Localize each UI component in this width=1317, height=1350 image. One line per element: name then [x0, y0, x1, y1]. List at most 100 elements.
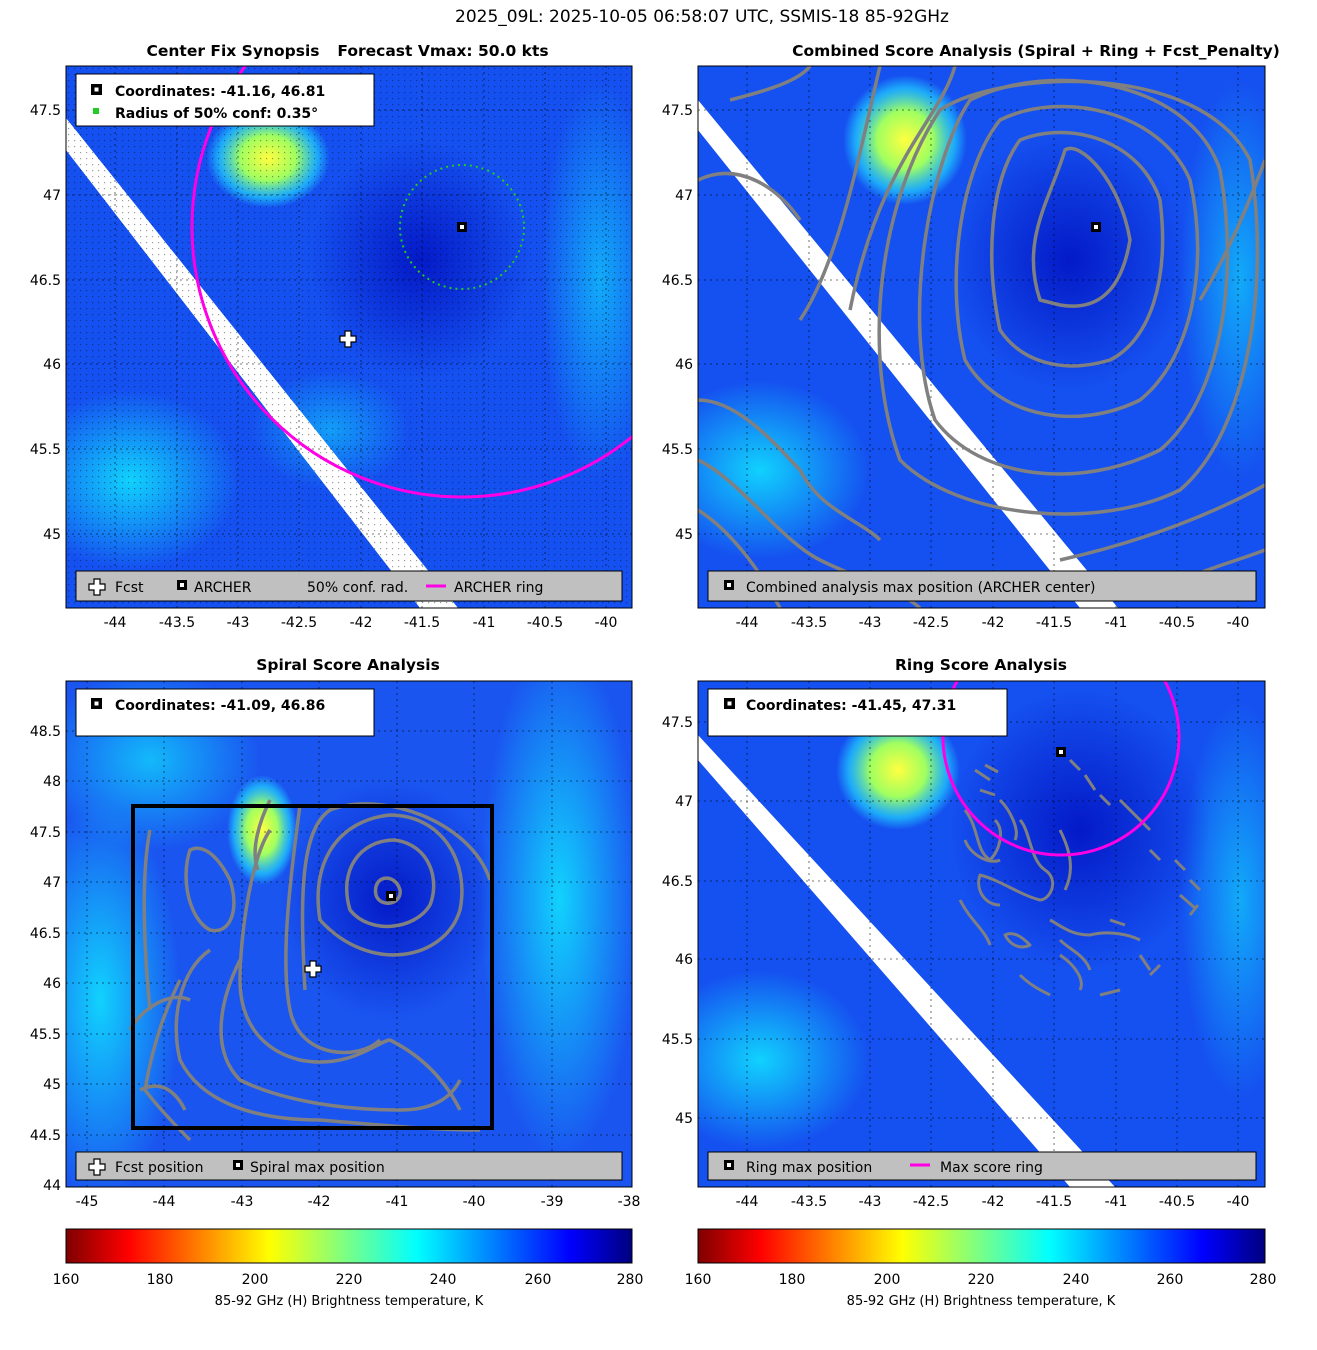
x-tick-label: -41.5	[1036, 615, 1072, 631]
max-score-ring	[941, 681, 1181, 857]
y-tick-label: 47.5	[30, 825, 61, 841]
y-tick-label: 46	[43, 976, 61, 992]
y-tick-label: 44	[43, 1178, 61, 1194]
y-tick-label: 47	[675, 188, 693, 204]
y-tick-label: 45	[675, 1111, 693, 1127]
confidence-radius-circle	[399, 164, 525, 290]
colorbar-left-label: 85-92 GHz (H) Brightness temperature, K	[215, 1294, 484, 1309]
archer-center-marker	[457, 222, 467, 232]
panel4-axes-frame	[697, 680, 1266, 1188]
x-tick-label: -42.5	[913, 1194, 949, 1210]
combined-max-marker	[1091, 222, 1101, 232]
combined-score-contours	[698, 66, 1265, 608]
x-tick-label: -41	[1105, 615, 1128, 631]
panel4-title: Ring Score Analysis	[895, 656, 1067, 674]
x-tick-label: -43	[859, 1194, 882, 1210]
legend-spiral-max: Spiral max position	[250, 1160, 385, 1176]
figure-title: 2025_09L: 2025-10-05 06:58:07 UTC, SSMIS…	[455, 7, 949, 27]
colorbar-right: 160 180 200 220 240 260 280 85-92 GHz (H…	[685, 1228, 1276, 1309]
y-tick-label: 46.5	[30, 273, 61, 289]
x-tick-label: -41.5	[404, 615, 440, 631]
y-tick-label: 46	[675, 357, 693, 373]
x-tick-label: -44	[104, 615, 127, 631]
colorbar-tick-label: 240	[1063, 1272, 1090, 1288]
x-tick-label: -40	[1227, 615, 1250, 631]
panel4-info-box: Coordinates: -41.45, 47.31	[707, 688, 1008, 737]
panel1-info-box: Coordinates: -41.16, 46.81 Radius of 50%…	[75, 73, 375, 127]
panel3-y-ticks: 48.5 48 47.5 47 46.5 46 45.5 45 44.5 44	[30, 724, 61, 1194]
colorbar-tick-label: 200	[242, 1272, 269, 1288]
panel1-legend: Fcst ARCHER 50% conf. rad. ARCHER ring	[75, 570, 623, 602]
y-tick-label: 45	[43, 527, 61, 543]
colorbar-tick-label: 200	[874, 1272, 901, 1288]
colorbar-tick-label: 260	[525, 1272, 552, 1288]
panel4-warm-region	[836, 710, 960, 830]
y-tick-label: 45.5	[662, 1032, 693, 1048]
x-tick-label: -39	[541, 1194, 564, 1210]
colorbar-tick-label: 260	[1157, 1272, 1184, 1288]
y-tick-label: 46	[675, 952, 693, 968]
panel1-title-left: Center Fix Synopsis	[147, 42, 320, 60]
legend-max-score-ring: Max score ring	[940, 1160, 1043, 1176]
x-tick-label: -43	[859, 615, 882, 631]
legend-archer: ARCHER	[194, 580, 252, 596]
x-tick-label: -40.5	[1159, 615, 1195, 631]
panel-ring-score-analysis: Ring Score Analysis	[662, 656, 1266, 1210]
legend-ring-max: Ring max position	[746, 1160, 872, 1176]
colorbar-tick-label: 160	[53, 1272, 80, 1288]
x-tick-label: -43.5	[791, 615, 827, 631]
x-tick-label: -40.5	[1159, 1194, 1195, 1210]
panel3-axes-frame	[65, 680, 633, 1188]
colorbar-right-label: 85-92 GHz (H) Brightness temperature, K	[847, 1294, 1116, 1309]
y-tick-label: 44.5	[30, 1128, 61, 1144]
legend-fcst: Fcst	[115, 580, 144, 596]
y-tick-label: 46.5	[662, 874, 693, 890]
panel2-legend: Combined analysis max position (ARCHER c…	[707, 570, 1257, 602]
panel4-legend: Ring max position Max score ring	[707, 1151, 1257, 1181]
ring-max-marker	[1056, 747, 1066, 757]
x-tick-label: -41.5	[1036, 1194, 1072, 1210]
panel4-x-ticks: -44 -43.5 -43 -42.5 -42 -41.5 -41 -40.5 …	[736, 1194, 1250, 1210]
x-tick-label: -43.5	[791, 1194, 827, 1210]
panel4-cold-core	[950, 690, 1210, 970]
colorbar-right-gradient	[697, 1228, 1266, 1264]
colorbar-left-gradient	[65, 1228, 633, 1264]
panel2-cool-region	[698, 380, 870, 560]
x-tick-label: -40	[463, 1194, 486, 1210]
panel-center-fix-synopsis: Center Fix Synopsis Forecast Vmax: 50.0 …	[30, 42, 633, 631]
x-tick-label: -45	[76, 1194, 99, 1210]
colorbar-left: 160 180 200 220 240 260 280 85-92 GHz (H…	[53, 1228, 643, 1309]
x-tick-label: -44	[153, 1194, 176, 1210]
panel3-cool-region	[480, 681, 632, 1160]
colorbar-tick-label: 160	[685, 1272, 712, 1288]
y-tick-label: 47.5	[30, 103, 61, 119]
y-tick-label: 47	[675, 794, 693, 810]
y-tick-label: 45	[43, 1077, 61, 1093]
panel4-y-ticks: 47.5 47 46.5 46 45.5 45	[662, 715, 693, 1127]
legend-combined-max: Combined analysis max position (ARCHER c…	[746, 580, 1095, 596]
spiral-max-marker	[386, 891, 396, 901]
x-tick-label: -41	[386, 1194, 409, 1210]
x-tick-label: -44	[736, 1194, 759, 1210]
x-tick-label: -42.5	[281, 615, 317, 631]
panel3-x-ticks: -45 -44 -43 -42 -41 -40 -39 -38	[76, 1194, 641, 1210]
x-tick-label: -44	[736, 615, 759, 631]
legend-archer-ring: ARCHER ring	[454, 580, 543, 596]
y-tick-label: 46.5	[662, 273, 693, 289]
panel4-coordinates-text: Coordinates: -41.45, 47.31	[746, 698, 956, 714]
x-tick-label: -43.5	[159, 615, 195, 631]
panel3-warm-region	[227, 775, 297, 885]
panel1-coordinates-text: Coordinates: -41.16, 46.81	[115, 84, 325, 100]
x-tick-label: -40	[595, 615, 618, 631]
y-tick-label: 45	[675, 527, 693, 543]
panel1-title-right: Forecast Vmax: 50.0 kts	[337, 42, 548, 60]
panel2-swath-gap	[698, 100, 1118, 608]
forecast-position-marker	[339, 330, 357, 348]
spiral-search-box	[131, 804, 494, 1130]
x-tick-label: -41	[1105, 1194, 1128, 1210]
x-tick-label: -40	[1227, 1194, 1250, 1210]
y-tick-label: 47	[43, 188, 61, 204]
y-tick-label: 46	[43, 357, 61, 373]
panel-combined-score-analysis: Combined Score Analysis (Spiral + Ring +…	[662, 42, 1280, 631]
x-tick-label: -42	[982, 615, 1005, 631]
